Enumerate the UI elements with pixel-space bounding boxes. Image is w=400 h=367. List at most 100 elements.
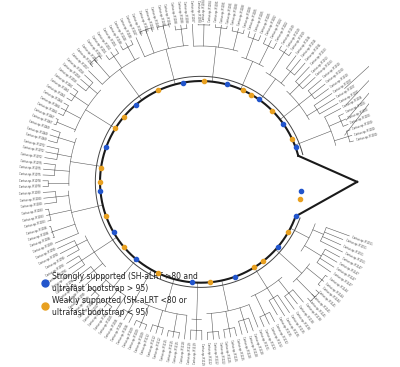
Text: Costus sp. R1007: Costus sp. R1007 — [333, 79, 353, 94]
Text: Costus sp. R1090: Costus sp. R1090 — [45, 256, 66, 270]
Text: Costus sp. R1038: Costus sp. R1038 — [182, 0, 188, 22]
Text: Costus sp. R1135: Costus sp. R1135 — [284, 317, 299, 338]
Text: Costus sp. R1003: Costus sp. R1003 — [348, 108, 369, 120]
Text: Costus sp. R1115: Costus sp. R1115 — [167, 339, 174, 362]
Text: Costus sp. R1125: Costus sp. R1125 — [235, 338, 244, 360]
Text: Costus sp. R1048: Costus sp. R1048 — [112, 21, 126, 41]
Text: Costus sp. R1119: Costus sp. R1119 — [186, 342, 192, 364]
Text: Costus sp. R1106: Costus sp. R1106 — [104, 318, 119, 338]
Text: Costus sp. R1019: Costus sp. R1019 — [281, 24, 296, 45]
Text: Costus sp. R1141: Costus sp. R1141 — [308, 299, 326, 317]
Text: Costus sp. R1132: Costus sp. R1132 — [274, 323, 288, 344]
Text: Costus sp. R1051: Costus sp. R1051 — [90, 35, 106, 55]
Text: Costus sp. R1025: Costus sp. R1025 — [254, 10, 266, 32]
Text: Costus sp. R1000: Costus sp. R1000 — [356, 133, 377, 142]
Text: Costus sp. R1061: Costus sp. R1061 — [45, 84, 66, 98]
Text: Costus sp. R1109: Costus sp. R1109 — [134, 331, 146, 353]
Text: Costus sp. R1058: Costus sp. R1058 — [57, 67, 76, 84]
Text: Costus sp. R1086: Costus sp. R1086 — [28, 231, 49, 242]
Text: Costus sp. R1022: Costus sp. R1022 — [276, 21, 290, 42]
Text: Costus sp. R1022: Costus sp. R1022 — [265, 15, 278, 36]
Text: Costus sp. R1013: Costus sp. R1013 — [311, 56, 329, 74]
Text: Costus sp. R1132: Costus sp. R1132 — [269, 326, 282, 347]
Text: Costus sp. R1119: Costus sp. R1119 — [193, 342, 198, 364]
Text: Costus sp. R1044: Costus sp. R1044 — [143, 8, 154, 30]
Text: Costus sp. R1072: Costus sp. R1072 — [22, 145, 44, 153]
Text: Costus sp. R1144: Costus sp. R1144 — [321, 286, 340, 303]
Text: Costus sp. R1122: Costus sp. R1122 — [206, 342, 211, 364]
Text: Costus sp. R1089: Costus sp. R1089 — [32, 242, 54, 254]
Text: Costus sp. R1138: Costus sp. R1138 — [294, 310, 310, 330]
Text: Costus sp. R1028: Costus sp. R1028 — [237, 4, 246, 26]
Text: Costus sp. R1096: Costus sp. R1096 — [56, 278, 75, 294]
Text: Costus sp. R1007: Costus sp. R1007 — [336, 84, 356, 99]
Text: Costus sp. R1044: Costus sp. R1044 — [130, 12, 142, 34]
Text: Costus sp. R1086: Costus sp. R1086 — [30, 237, 51, 248]
Text: Costus sp. R1044: Costus sp. R1044 — [137, 10, 148, 32]
Text: Costus sp. R1096: Costus sp. R1096 — [66, 286, 85, 303]
Text: Costus sp. R1112: Costus sp. R1112 — [154, 337, 163, 359]
Text: Costus sp. R1061: Costus sp. R1061 — [49, 78, 69, 93]
Text: Costus sp. R1083: Costus sp. R1083 — [24, 220, 46, 229]
Text: Costus sp. R1099: Costus sp. R1099 — [78, 300, 95, 319]
Text: Costus sp. R1144: Costus sp. R1144 — [328, 277, 348, 293]
Text: Costus sp. R1093: Costus sp. R1093 — [45, 263, 65, 278]
Text: Costus sp. R1112: Costus sp. R1112 — [141, 334, 152, 355]
Text: Costus sp. R1075: Costus sp. R1075 — [20, 159, 42, 165]
Text: Costus sp. R1128: Costus sp. R1128 — [252, 333, 263, 355]
Text: Costus sp. R1102: Costus sp. R1102 — [88, 308, 104, 327]
Text: Costus sp. R1151: Costus sp. R1151 — [344, 239, 366, 251]
Text: Costus sp. R1102: Costus sp. R1102 — [83, 304, 100, 323]
Text: Costus sp. R1151: Costus sp. R1151 — [342, 244, 364, 257]
Text: Costus sp. R1064: Costus sp. R1064 — [36, 101, 57, 114]
Text: Costus sp. R1090: Costus sp. R1090 — [35, 248, 56, 261]
Text: Costus sp. R1135: Costus sp. R1135 — [277, 316, 291, 337]
Text: Costus sp. R1122: Costus sp. R1122 — [218, 341, 224, 363]
Text: Costus sp. R1086: Costus sp. R1086 — [26, 226, 47, 236]
Text: Costus sp. R1099: Costus sp. R1099 — [68, 292, 86, 310]
Text: Costus sp. R1034: Costus sp. R1034 — [196, 0, 200, 21]
Text: Costus sp. R1141: Costus sp. R1141 — [312, 295, 330, 313]
Text: Costus sp. R1096: Costus sp. R1096 — [60, 283, 78, 300]
Text: Costus sp. R1115: Costus sp. R1115 — [173, 341, 180, 363]
Text: Costus sp. R1038: Costus sp. R1038 — [176, 1, 182, 23]
Text: Costus sp. R1051: Costus sp. R1051 — [101, 27, 116, 48]
Text: Costus sp. R1013: Costus sp. R1013 — [316, 59, 334, 77]
Text: Costus sp. R1007: Costus sp. R1007 — [339, 90, 360, 104]
Text: Costus sp. R1057: Costus sp. R1057 — [70, 52, 88, 70]
Text: Costus sp. R1013: Costus sp. R1013 — [310, 48, 328, 66]
Text: Costus sp. R1061: Costus sp. R1061 — [53, 73, 72, 88]
Text: Costus sp. R1147: Costus sp. R1147 — [332, 272, 352, 287]
Text: Costus sp. R1122: Costus sp. R1122 — [212, 342, 218, 364]
Text: Costus sp. R1051: Costus sp. R1051 — [95, 31, 111, 51]
Text: Costus sp. R1080: Costus sp. R1080 — [19, 190, 41, 196]
Text: Costus sp. R1135: Costus sp. R1135 — [289, 314, 305, 334]
Text: Costus sp. R1022: Costus sp. R1022 — [271, 18, 284, 39]
Text: Costus sp. R1016: Costus sp. R1016 — [301, 39, 317, 58]
Text: Costus sp. R1125: Costus sp. R1125 — [229, 339, 237, 361]
Text: Costus sp. R1048: Costus sp. R1048 — [106, 24, 121, 44]
Text: Costus sp. R1141: Costus sp. R1141 — [316, 290, 335, 308]
Text: Costus sp. R1010: Costus sp. R1010 — [326, 68, 345, 84]
Text: Costus sp. R1132: Costus sp. R1132 — [263, 328, 276, 350]
Text: Costus sp. R1106: Costus sp. R1106 — [110, 321, 124, 342]
Text: Costus sp. R1003: Costus sp. R1003 — [345, 102, 366, 115]
Text: Costus sp. R1093: Costus sp. R1093 — [51, 273, 71, 289]
Text: Costus sp. R1078: Costus sp. R1078 — [18, 185, 40, 189]
Text: Costus sp. R1028: Costus sp. R1028 — [243, 6, 253, 28]
Text: Costus sp. R1010: Costus sp. R1010 — [330, 73, 349, 89]
Text: Costus sp. R1003: Costus sp. R1003 — [350, 114, 371, 125]
Text: Costus sp. R1099: Costus sp. R1099 — [73, 296, 91, 314]
Text: Costus sp. R1054: Costus sp. R1054 — [75, 48, 92, 66]
Text: Costus sp. R1010: Costus sp. R1010 — [322, 62, 341, 79]
Text: Costus sp. R1106: Costus sp. R1106 — [116, 324, 130, 345]
Text: Costus sp. R1031: Costus sp. R1031 — [226, 2, 233, 24]
Text: Weakly supported (SH-aLRT <80 or
ultrafast bootstrap < 95): Weakly supported (SH-aLRT <80 or ultrafa… — [52, 296, 187, 317]
Text: Costus sp. R1069: Costus sp. R1069 — [25, 132, 46, 142]
Text: Costus sp. R1128: Costus sp. R1128 — [241, 337, 250, 359]
Text: Costus sp. R1128: Costus sp. R1128 — [246, 335, 257, 357]
Text: Costus sp. R1069: Costus sp. R1069 — [26, 126, 48, 136]
Text: Costus sp. R1054: Costus sp. R1054 — [85, 39, 101, 58]
Text: Costus sp. R1000: Costus sp. R1000 — [352, 120, 374, 131]
Text: Costus sp. R1041: Costus sp. R1041 — [162, 3, 171, 25]
